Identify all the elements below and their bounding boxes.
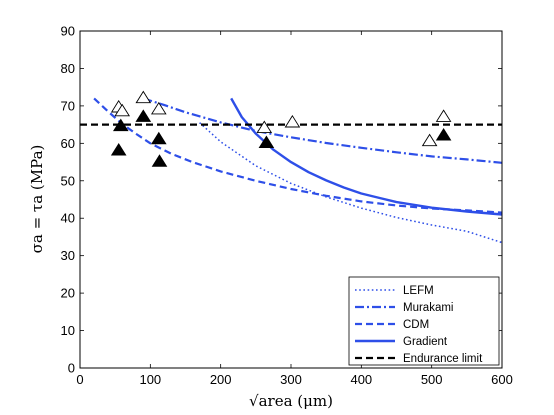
plot-frame bbox=[79, 30, 503, 369]
data-point-open-triangle bbox=[284, 114, 301, 128]
data-point-open-triangle bbox=[256, 120, 273, 134]
data-point-filled-triangle bbox=[258, 135, 275, 149]
y-tick-label: 40 bbox=[61, 211, 75, 226]
y-tick-label: 20 bbox=[61, 286, 75, 301]
y-tick-label: 90 bbox=[61, 24, 75, 39]
data-point-open-triangle bbox=[435, 109, 452, 122]
legend-box bbox=[348, 276, 500, 366]
x-tick-label: 600 bbox=[491, 372, 513, 387]
legend: LEFM Murakami CDM Gradient Endurance limit bbox=[348, 276, 500, 366]
legend-label: CDM bbox=[403, 319, 429, 331]
data-point-open-triangle bbox=[150, 101, 167, 115]
x-axis-label: √area (μm) bbox=[249, 392, 333, 410]
y-axis-label: σa = τa (MPa) bbox=[28, 145, 46, 254]
y-tick-label: 0 bbox=[68, 361, 75, 376]
data-point-filled-triangle bbox=[150, 131, 167, 145]
y-tick-label: 70 bbox=[61, 98, 75, 113]
series-line-gradient bbox=[230, 97, 502, 216]
data-point-filled-triangle bbox=[135, 109, 152, 122]
x-tick-label: 300 bbox=[280, 372, 302, 387]
marker-layer bbox=[110, 90, 452, 167]
data-point-filled-triangle bbox=[435, 128, 452, 141]
x-tick-label: 400 bbox=[350, 372, 372, 387]
y-tick-label: 60 bbox=[61, 136, 75, 151]
data-point-open-triangle bbox=[135, 90, 152, 104]
x-tick-label: 500 bbox=[421, 372, 443, 387]
data-point-filled-triangle bbox=[110, 143, 127, 156]
legend-label: LEFM bbox=[403, 285, 434, 297]
legend-label: Endurance limit bbox=[403, 353, 483, 365]
data-point-filled-triangle bbox=[151, 154, 168, 167]
series-line-murakami bbox=[142, 97, 502, 164]
x-tick-label: 200 bbox=[210, 372, 232, 387]
data-point-filled-triangle bbox=[112, 118, 129, 132]
legend-label: Gradient bbox=[403, 336, 448, 348]
data-point-open-triangle bbox=[114, 103, 131, 117]
y-tick-label: 10 bbox=[61, 323, 75, 338]
x-tick-label: 0 bbox=[76, 372, 83, 387]
x-tick-label: 100 bbox=[139, 372, 161, 387]
y-tick-label: 50 bbox=[61, 173, 75, 188]
series-line-cdm bbox=[93, 97, 502, 214]
y-tick-label: 80 bbox=[61, 61, 75, 76]
data-point-open-triangle bbox=[421, 133, 438, 147]
y-tick-label: 30 bbox=[61, 248, 75, 263]
legend-label: Murakami bbox=[403, 302, 453, 314]
tick-labels: 0 100 200 300 400 500 600 0 10 20 30 40 50 60 70 80 90 bbox=[61, 24, 513, 388]
